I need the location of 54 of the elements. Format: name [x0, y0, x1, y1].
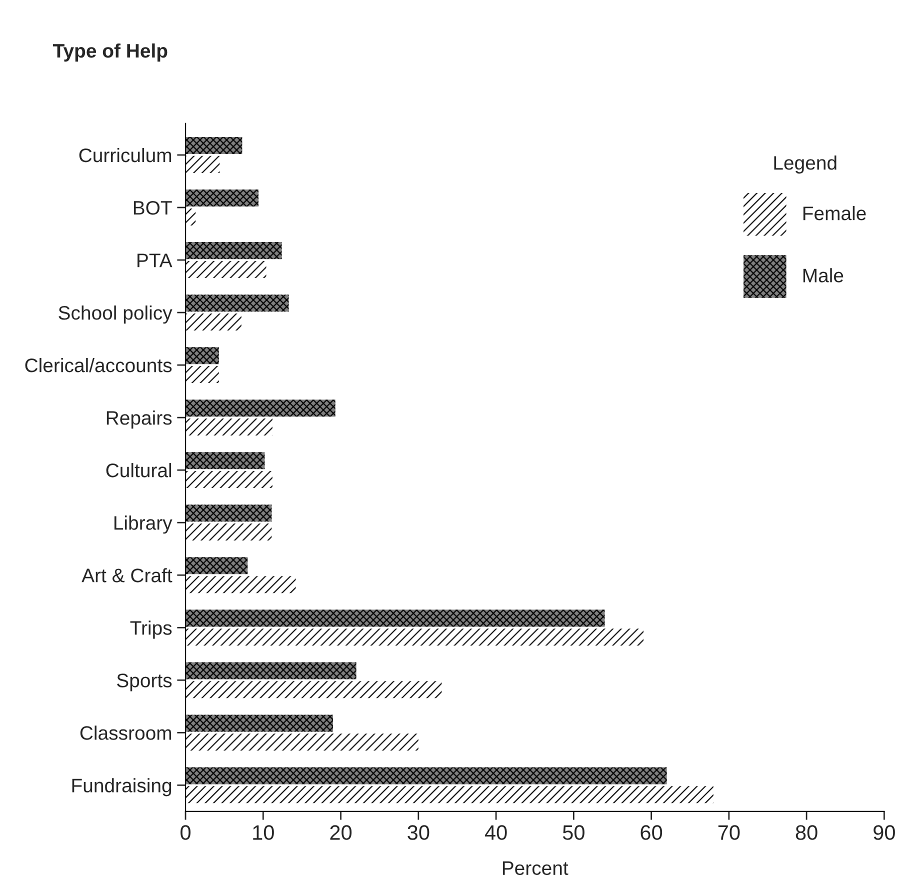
y-tick-label: PTA — [138, 254, 172, 268]
bar — [186, 628, 644, 646]
bar — [186, 734, 418, 751]
bar — [186, 156, 220, 173]
y-axis-title: Type of Help — [53, 43, 168, 62]
y-tick-label: Curriculum — [79, 148, 172, 162]
x-tick-label: 70 — [718, 825, 740, 840]
y-tick-label: Cultural — [106, 463, 172, 478]
bar — [186, 714, 334, 732]
bar — [186, 557, 248, 574]
bar — [186, 504, 272, 522]
bar — [186, 576, 296, 594]
bar — [186, 400, 336, 417]
bar — [186, 610, 605, 627]
y-tick-label: Sports — [117, 674, 172, 692]
x-tick-label: 50 — [562, 825, 584, 840]
y-tick-label: BOT — [134, 200, 172, 215]
bar — [186, 767, 667, 784]
x-tick-label: 80 — [796, 825, 818, 840]
bar — [186, 190, 258, 207]
bar — [186, 260, 266, 278]
y-tick-label: Classroom — [80, 726, 172, 740]
x-tick-label: 0 — [180, 825, 191, 840]
bar — [186, 786, 714, 804]
legend-title: Legend — [774, 155, 836, 174]
bar — [186, 208, 196, 226]
legend-label: Female — [803, 206, 866, 220]
x-tick-label: 60 — [640, 825, 662, 840]
x-tick-label: 10 — [253, 825, 274, 840]
x-tick-label: 40 — [484, 825, 507, 840]
bar — [186, 366, 219, 384]
legend-label: Male — [803, 268, 844, 282]
bar — [186, 452, 265, 470]
x-tick-label: 90 — [874, 825, 895, 840]
y-tick-label: Trips — [130, 620, 172, 639]
bar — [186, 662, 356, 680]
y-tick-label: School policy — [58, 305, 172, 324]
bar — [186, 137, 242, 154]
bar — [186, 313, 242, 330]
y-tick-label: Library — [114, 516, 172, 534]
x-axis-title: Percent — [502, 861, 568, 876]
bar — [186, 418, 272, 436]
bar — [186, 347, 219, 364]
bar — [186, 294, 289, 312]
bar — [186, 242, 282, 260]
bar — [186, 681, 442, 698]
bar — [186, 524, 272, 541]
y-tick-label: Repairs — [106, 410, 172, 429]
y-tick-label: Clerical/accounts — [25, 358, 172, 372]
y-tick-label: Fundraising — [72, 778, 172, 796]
x-tick-label: 20 — [330, 825, 352, 840]
y-tick-label: Art & Craft — [82, 568, 172, 582]
x-tick-label: 30 — [408, 825, 430, 840]
bar — [186, 471, 272, 488]
